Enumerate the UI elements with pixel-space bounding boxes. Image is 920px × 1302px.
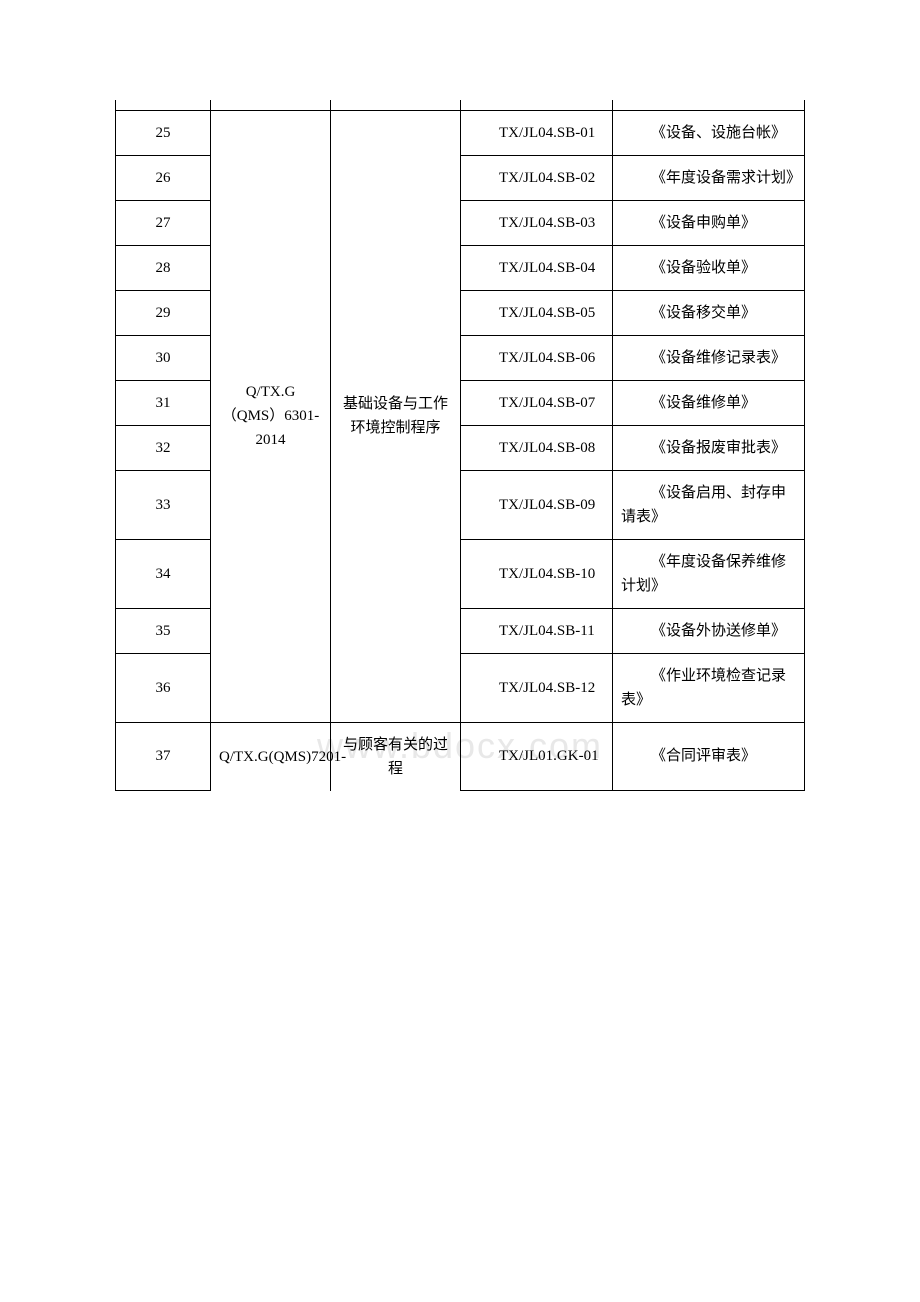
seq-cell: 35 — [116, 608, 211, 653]
seq-cell: 34 — [116, 539, 211, 608]
seq-cell: 30 — [116, 335, 211, 380]
title-cell: 《合同评审表》 — [613, 722, 805, 791]
code-cell: TX/JL04.SB-04 — [461, 245, 613, 290]
seq-cell: 37 — [116, 722, 211, 791]
seq-cell: 31 — [116, 380, 211, 425]
title-cell: 《设备移交单》 — [613, 290, 805, 335]
title-cell: 《设备申购单》 — [613, 200, 805, 245]
seq-cell: 32 — [116, 425, 211, 470]
name-cell: 与顾客有关的过程 — [331, 722, 461, 791]
title-cell: 《年度设备需求计划》 — [613, 155, 805, 200]
title-cell: 《年度设备保养维修计划》 — [613, 539, 805, 608]
seq-cell: 36 — [116, 653, 211, 722]
doc-cell: Q/TX.G（QMS）6301-2014 — [211, 110, 331, 722]
spacer-cell — [211, 100, 331, 110]
title-cell: 《作业环境检查记录表》 — [613, 653, 805, 722]
doc-cell: Q/TX.G(QMS)7201- — [211, 722, 331, 791]
spacer-cell — [331, 100, 461, 110]
code-cell: TX/JL04.SB-05 — [461, 290, 613, 335]
code-cell: TX/JL04.SB-09 — [461, 470, 613, 539]
title-cell: 《设备启用、封存申请表》 — [613, 470, 805, 539]
seq-cell: 33 — [116, 470, 211, 539]
spacer-cell — [613, 100, 805, 110]
title-cell: 《设备外协送修单》 — [613, 608, 805, 653]
code-cell: TX/JL04.SB-02 — [461, 155, 613, 200]
seq-cell: 28 — [116, 245, 211, 290]
title-cell: 《设备维修单》 — [613, 380, 805, 425]
title-cell: 《设备验收单》 — [613, 245, 805, 290]
seq-cell: 25 — [116, 110, 211, 155]
seq-cell: 26 — [116, 155, 211, 200]
title-cell: 《设备报废审批表》 — [613, 425, 805, 470]
code-cell: TX/JL04.SB-07 — [461, 380, 613, 425]
code-cell: TX/JL04.SB-11 — [461, 608, 613, 653]
code-cell: TX/JL01.GK-01 — [461, 722, 613, 791]
name-cell: 基础设备与工作环境控制程序 — [331, 110, 461, 722]
code-cell: TX/JL04.SB-12 — [461, 653, 613, 722]
document-table: 25Q/TX.G（QMS）6301-2014基础设备与工作环境控制程序TX/JL… — [115, 100, 805, 791]
code-cell: TX/JL04.SB-01 — [461, 110, 613, 155]
code-cell: TX/JL04.SB-03 — [461, 200, 613, 245]
spacer-cell — [116, 100, 211, 110]
title-cell: 《设备、设施台帐》 — [613, 110, 805, 155]
spacer-cell — [461, 100, 613, 110]
code-cell: TX/JL04.SB-10 — [461, 539, 613, 608]
code-cell: TX/JL04.SB-08 — [461, 425, 613, 470]
seq-cell: 29 — [116, 290, 211, 335]
title-cell: 《设备维修记录表》 — [613, 335, 805, 380]
code-cell: TX/JL04.SB-06 — [461, 335, 613, 380]
seq-cell: 27 — [116, 200, 211, 245]
